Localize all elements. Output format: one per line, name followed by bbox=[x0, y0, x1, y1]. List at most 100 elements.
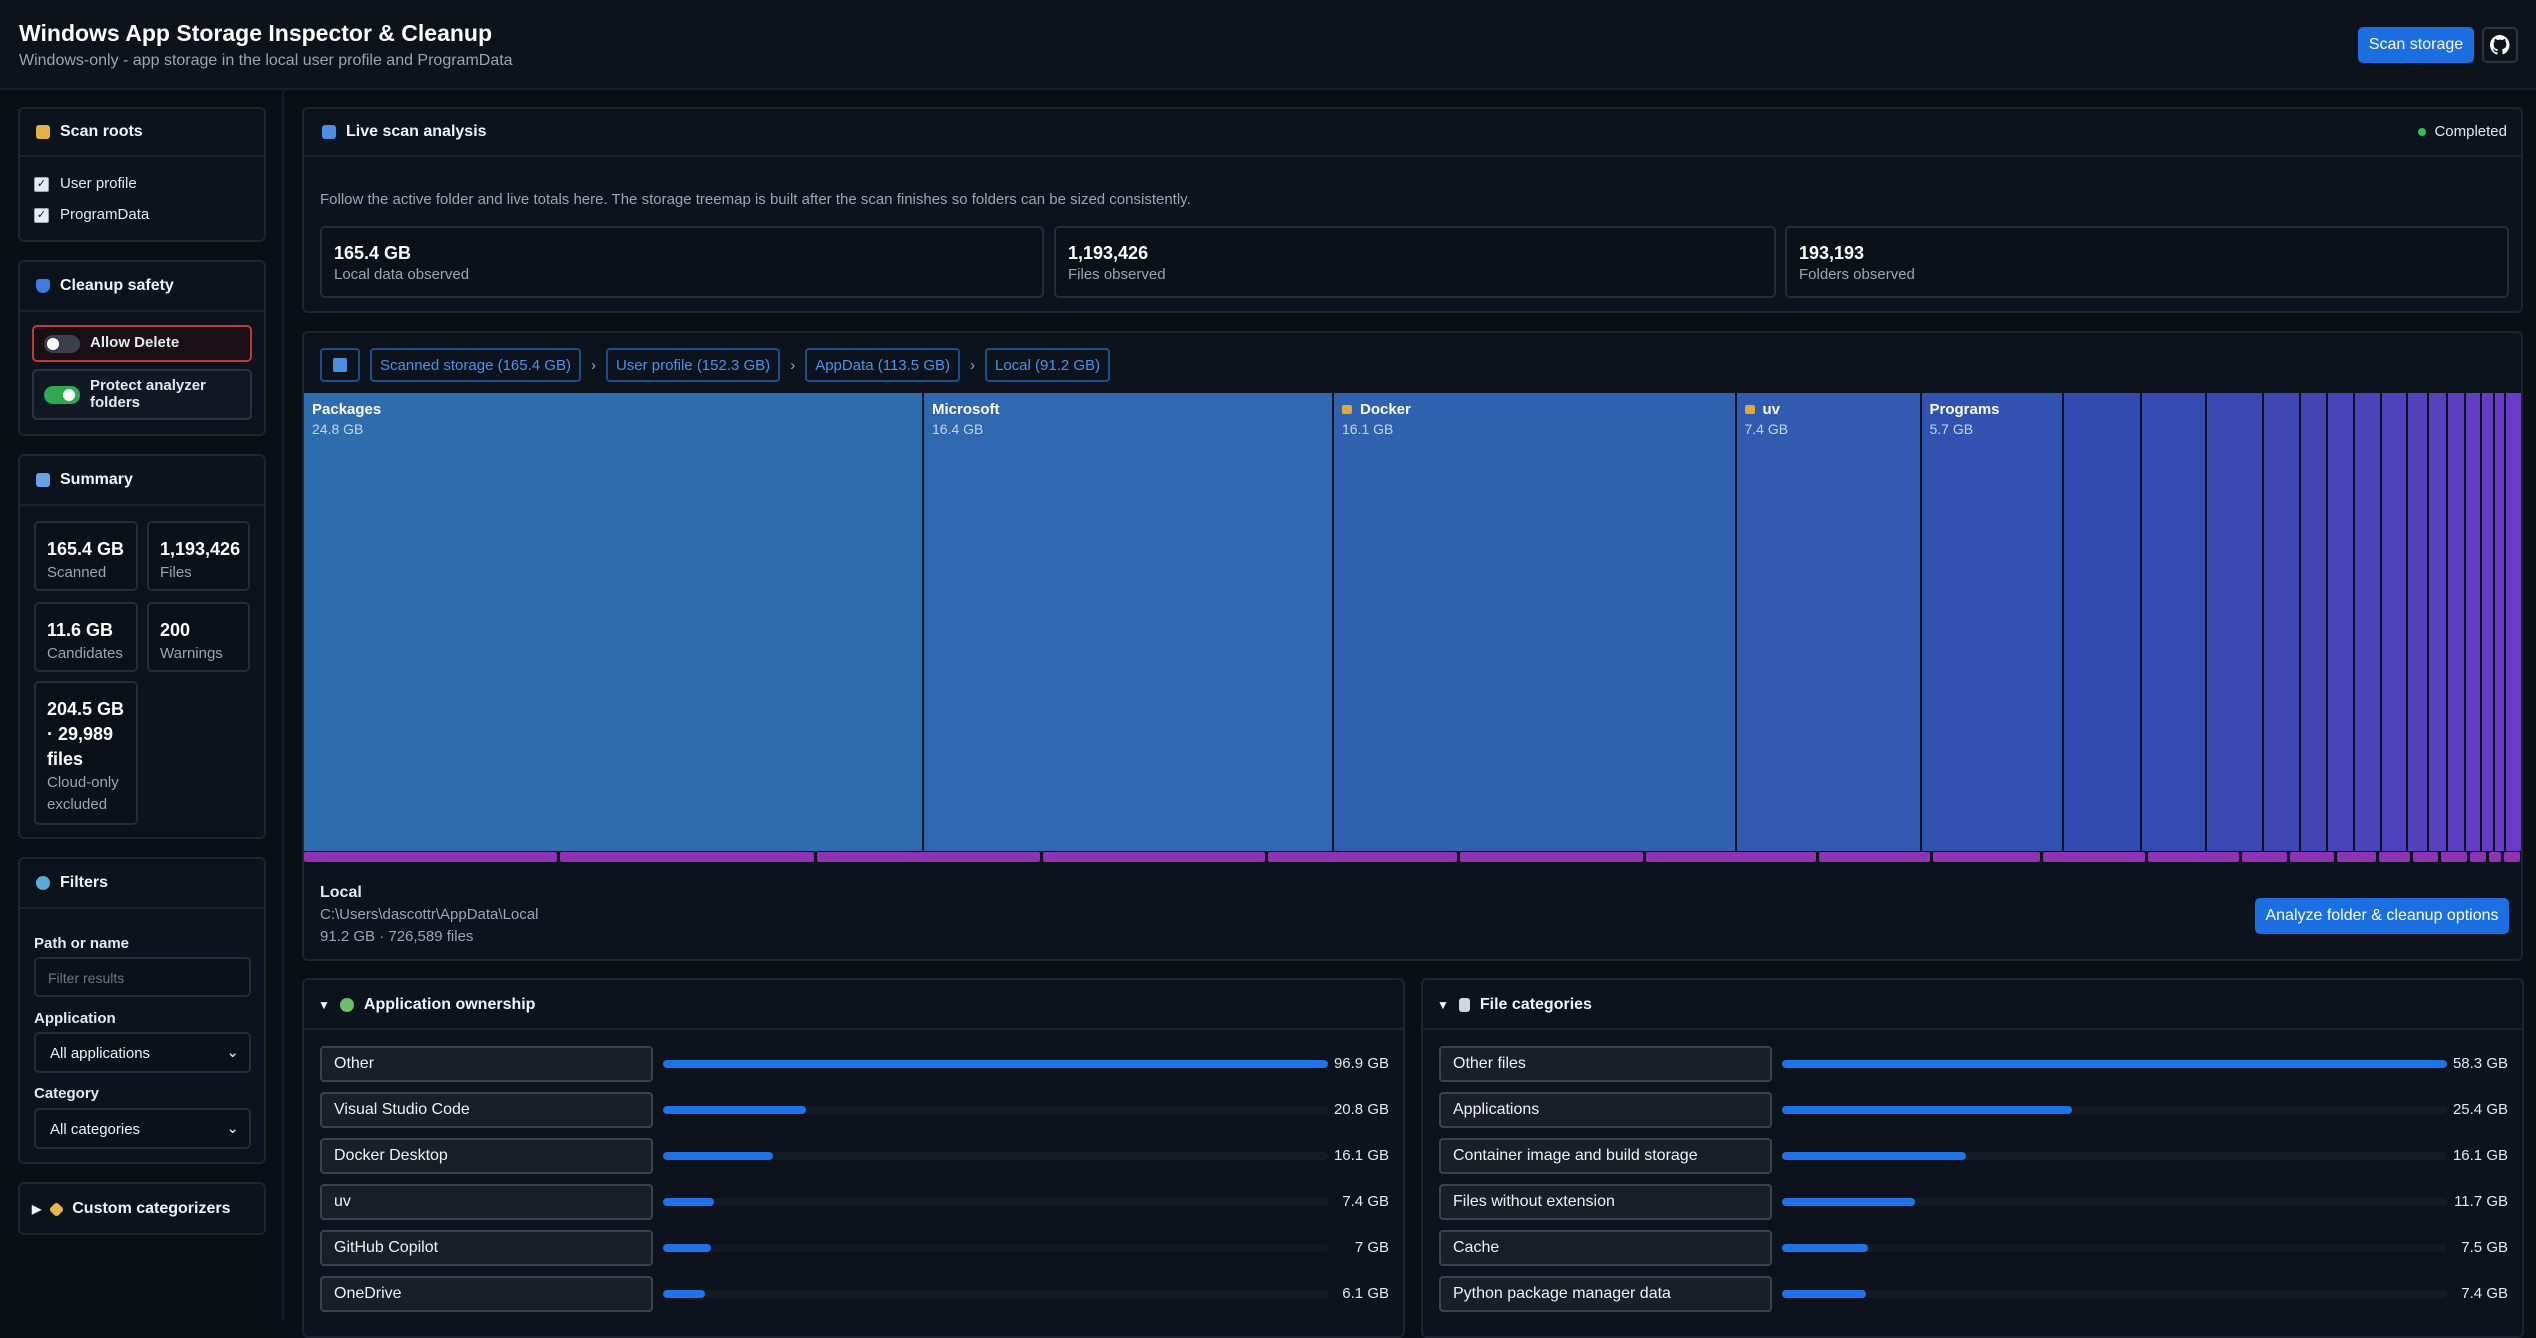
bar-track bbox=[1782, 1106, 2447, 1114]
bar bbox=[663, 1290, 705, 1298]
custom-panel[interactable]: ▶ Custom categorizers bbox=[18, 1182, 266, 1235]
row-name[interactable]: Files without extension bbox=[1439, 1184, 1772, 1220]
treemap-tile-small[interactable] bbox=[2064, 393, 2142, 851]
strip-segment bbox=[2290, 852, 2334, 862]
toggle-row[interactable]: Protect analyzer folders bbox=[32, 369, 252, 420]
tile-size: 16.4 GB bbox=[932, 421, 984, 437]
row-name[interactable]: Other bbox=[320, 1046, 653, 1082]
card-label: Cloud-only excluded bbox=[47, 774, 119, 813]
row-name[interactable]: Visual Studio Code bbox=[320, 1092, 653, 1128]
panel-title: File categories bbox=[1479, 996, 1592, 1013]
checkbox[interactable]: ✓ bbox=[34, 177, 49, 192]
tile-name-text: Docker bbox=[1360, 401, 1411, 418]
row-value: 58.3 GB bbox=[2452, 1055, 2508, 1072]
path-input[interactable]: Filter results bbox=[34, 957, 251, 997]
lock-icon bbox=[1744, 405, 1755, 414]
switch-knob bbox=[47, 337, 59, 350]
treemap-tile-small[interactable] bbox=[2382, 393, 2408, 851]
treemap-tile-small[interactable] bbox=[2495, 393, 2506, 851]
treemap-tile-small[interactable] bbox=[2429, 393, 2448, 851]
breadcrumb[interactable]: Local (91.2 GB) bbox=[984, 348, 1111, 382]
tile-name: Microsoft bbox=[932, 401, 1000, 418]
bar-track bbox=[663, 1152, 1328, 1160]
treemap-tile-small[interactable] bbox=[2207, 393, 2264, 851]
github-button[interactable] bbox=[2482, 27, 2518, 63]
bar-track bbox=[1782, 1290, 2447, 1298]
field-label: Category bbox=[34, 1085, 100, 1102]
bar bbox=[1782, 1106, 2072, 1114]
breadcrumb[interactable]: User profile (152.3 GB) bbox=[605, 348, 781, 382]
application-select[interactable]: All applications ⌄ bbox=[34, 1032, 251, 1073]
row-value: 7.4 GB bbox=[2461, 1285, 2508, 1302]
breadcrumb[interactable]: AppData (113.5 GB) bbox=[805, 348, 960, 382]
treemap-tile-small[interactable] bbox=[2142, 393, 2207, 851]
strip-segment bbox=[816, 852, 1041, 862]
strip-segment bbox=[2147, 852, 2239, 862]
toggle-row[interactable]: Allow Delete bbox=[32, 325, 252, 362]
selected-details: 91.2 GB · 726,589 files bbox=[320, 928, 474, 945]
panel-title: Live scan analysis bbox=[346, 123, 487, 140]
bar-track bbox=[1782, 1060, 2447, 1068]
category-select[interactable]: All categories ⌄ bbox=[34, 1108, 251, 1149]
treemap-tile[interactable]: Programs 5.7 GB bbox=[1921, 393, 2064, 851]
treemap-tile[interactable]: Docker 16.1 GB bbox=[1334, 393, 1737, 851]
card-value: 204.5 GB · 29,989 files bbox=[47, 699, 125, 769]
stat-label: Local data observed bbox=[334, 266, 470, 283]
treemap-tile-small[interactable] bbox=[2466, 393, 2482, 851]
tile-name: uv bbox=[1744, 401, 1780, 418]
bar-track bbox=[663, 1060, 1328, 1068]
collapse-arrow: ▼ bbox=[318, 998, 330, 1012]
row-value: 11.7 GB bbox=[2454, 1193, 2508, 1210]
crumb-separator: › bbox=[790, 356, 796, 374]
scan-button[interactable]: Scan storage bbox=[2358, 27, 2474, 63]
treemap-tile-small[interactable] bbox=[2355, 393, 2382, 851]
row-name[interactable]: Applications bbox=[1439, 1092, 1772, 1128]
tile-name-text: Programs bbox=[1929, 401, 2000, 418]
breadcrumb[interactable]: Scanned storage (165.4 GB) bbox=[370, 348, 581, 382]
tile-size: 5.7 GB bbox=[1929, 421, 1974, 437]
card-value: 11.6 GB bbox=[47, 620, 114, 640]
status: Completed bbox=[2418, 123, 2507, 140]
row-name[interactable]: Docker Desktop bbox=[320, 1138, 653, 1174]
row-name[interactable]: Container image and build storage bbox=[1439, 1138, 1772, 1174]
up-button[interactable] bbox=[320, 348, 360, 382]
treemap-tile[interactable]: Packages 24.8 GB bbox=[304, 393, 924, 851]
treemap-tile[interactable]: Microsoft 16.4 GB bbox=[924, 393, 1334, 851]
treemap-panel: Scanned storage (165.4 GB) › User profile … bbox=[302, 331, 2523, 961]
row-name[interactable]: GitHub Copilot bbox=[320, 1230, 653, 1266]
panel-title: Scan roots bbox=[60, 123, 143, 140]
treemap-tile-small[interactable] bbox=[2408, 393, 2429, 851]
row-name[interactable]: Cache bbox=[1439, 1230, 1772, 1266]
card-label: Files bbox=[160, 564, 192, 581]
crumb-separator: › bbox=[590, 356, 596, 374]
bar-track bbox=[663, 1244, 1328, 1252]
status-text: Completed bbox=[2434, 123, 2507, 140]
select-value: All categories bbox=[50, 1121, 141, 1138]
summary-card: 1,193,426 Files bbox=[147, 521, 250, 591]
bar-track bbox=[663, 1198, 1328, 1206]
bar bbox=[663, 1244, 712, 1252]
treemap-tile-small[interactable] bbox=[2301, 393, 2328, 851]
row-name[interactable]: uv bbox=[320, 1184, 653, 1220]
treemap-tile-small[interactable] bbox=[2506, 393, 2521, 851]
description: Follow the active folder and live totals… bbox=[320, 191, 1191, 208]
row-name[interactable]: Other files bbox=[1439, 1046, 1772, 1082]
treemap-tile[interactable]: uv 7.4 GB bbox=[1736, 393, 1922, 851]
row-name[interactable]: OneDrive bbox=[320, 1276, 653, 1312]
row-value: 7 GB bbox=[1354, 1239, 1389, 1256]
row-name[interactable]: Python package manager data bbox=[1439, 1276, 1772, 1312]
strip-segment bbox=[2241, 852, 2288, 862]
treemap-tile-small[interactable] bbox=[2264, 393, 2301, 851]
treemap-tile-small[interactable] bbox=[2328, 393, 2355, 851]
tile-name-text: Microsoft bbox=[932, 401, 1000, 418]
selected-path: C:\Users\dascottr\AppData\Local bbox=[320, 906, 539, 923]
checkbox[interactable]: ✓ bbox=[34, 208, 49, 223]
treemap-tile-small[interactable] bbox=[2482, 393, 2495, 851]
row-value: 25.4 GB bbox=[2452, 1101, 2508, 1118]
treemap-tile-small[interactable] bbox=[2448, 393, 2466, 851]
scan-roots-panel: Scan roots ✓ User profile ✓ ProgramData bbox=[18, 107, 266, 242]
row-value: 20.8 GB bbox=[1333, 1101, 1389, 1118]
analyze-button[interactable]: Analyze folder & cleanup options bbox=[2255, 898, 2509, 934]
status-dot bbox=[2418, 127, 2427, 136]
row-value: 96.9 GB bbox=[1333, 1055, 1389, 1072]
